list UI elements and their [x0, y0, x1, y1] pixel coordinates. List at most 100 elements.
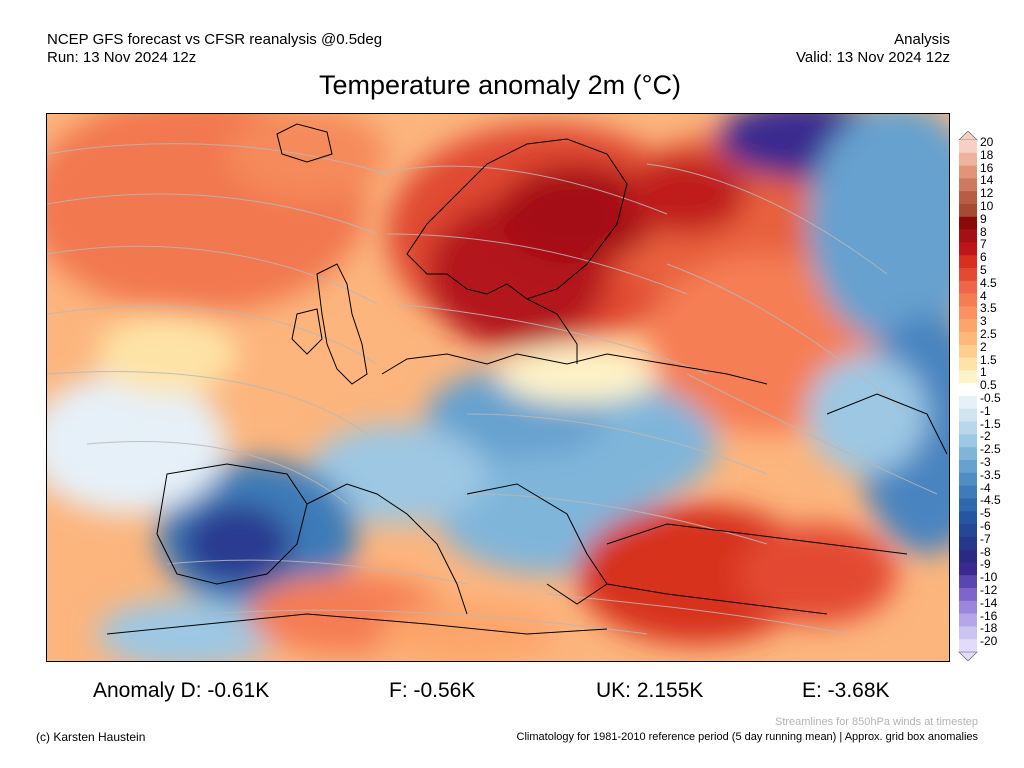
colorbar-label: -14	[980, 595, 998, 610]
colorbar-label: -20	[980, 634, 998, 649]
valid-time: Valid: 13 Nov 2024 12z	[796, 49, 950, 66]
colorbar-swatch	[959, 511, 977, 525]
colorbar-label: -1.5	[980, 416, 1001, 431]
colorbar	[958, 131, 978, 661]
colorbar-label: 6	[980, 250, 987, 265]
analysis-label: Analysis	[894, 31, 950, 48]
colorbar-label: -4	[980, 480, 991, 495]
colorbar-label: 10	[980, 199, 994, 213]
colorbar-label: -2.5	[980, 442, 1001, 457]
colorbar-label: -12	[980, 583, 998, 597]
colorbar-swatch	[959, 319, 977, 333]
anomaly-spain: E: -3.68K	[802, 679, 890, 702]
credit: (c) Karsten Haustein	[36, 730, 146, 744]
colorbar-swatch	[959, 332, 977, 346]
colorbar-swatch	[959, 204, 977, 218]
anomaly-germany: Anomaly D: -0.61K	[93, 679, 270, 702]
anomaly-uk: UK: 2.155K	[596, 679, 704, 702]
colorbar-swatch	[959, 472, 977, 486]
colorbar-swatch	[959, 178, 977, 192]
colorbar-swatch	[959, 613, 977, 627]
colorbar-label: -3.5	[980, 467, 1001, 482]
colorbar-swatch	[959, 357, 977, 371]
run-time: Run: 13 Nov 2024 12z	[47, 49, 197, 66]
colorbar-label: -9	[980, 557, 991, 572]
colorbar-swatch	[959, 370, 977, 384]
colorbar-label: 16	[980, 160, 994, 175]
colorbar-swatch	[959, 588, 977, 602]
colorbar-swatch	[959, 460, 977, 474]
colorbar-label: 2.5	[980, 327, 997, 341]
colorbar-label: -2	[980, 429, 991, 444]
colorbar-label: -0.5	[980, 391, 1001, 405]
colorbar-swatch	[959, 216, 977, 230]
colorbar-top-arrow	[958, 131, 978, 141]
header-left: NCEP GFS forecast vs CFSR reanalysis @0.…	[47, 31, 382, 67]
colorbar-swatch	[959, 600, 977, 614]
colorbar-swatch	[959, 447, 977, 461]
colorbar-swatch	[959, 280, 977, 294]
colorbar-swatch	[959, 549, 977, 563]
colorbar-label: 7	[980, 237, 987, 252]
colorbar-swatch	[959, 140, 977, 154]
colorbar-label: -7	[980, 531, 991, 546]
streamlines	[47, 143, 938, 635]
colorbar-label: 8	[980, 224, 987, 239]
anomaly-france: F: -0.56K	[389, 679, 476, 702]
header-right: Analysis Valid: 13 Nov 2024 12z	[796, 31, 950, 67]
climatology-note: Climatology for 1981-2010 reference peri…	[516, 731, 978, 743]
anomaly-map	[46, 113, 950, 662]
colorbar-label: 3	[980, 314, 987, 329]
colorbar-labels: 20 18 16 14 12 10 9 8 7 6 5 4.5 4 3.5 3 2.5 2 1.5 1 0.5 -0.5…	[980, 131, 1024, 651]
colorbar-swatch	[959, 191, 977, 205]
map-title: Temperature anomaly 2m (°C)	[319, 70, 681, 100]
colorbar-swatch	[959, 524, 977, 538]
colorbar-label: 4	[980, 288, 987, 303]
colorbar-label: -1	[980, 403, 991, 418]
colorbar-label: 18	[980, 147, 994, 162]
colorbar-bottom-arrow	[958, 651, 978, 661]
colorbar-label: 4.5	[980, 275, 997, 290]
colorbar-label: 0.5	[980, 378, 997, 393]
colorbar-swatch	[959, 165, 977, 179]
colorbar-label: -3	[980, 455, 991, 469]
colorbar-swatch	[959, 421, 977, 435]
colorbar-label: -18	[980, 621, 998, 636]
colorbar-label: -16	[980, 608, 998, 623]
colorbar-swatch	[959, 498, 977, 512]
colorbar-label: -8	[980, 544, 991, 559]
colorbar-swatch	[959, 562, 977, 576]
model-description: NCEP GFS forecast vs CFSR reanalysis @0.…	[47, 31, 383, 48]
colorbar-label: 1.5	[980, 352, 997, 367]
colorbar-swatch	[959, 575, 977, 589]
colorbar-swatch	[959, 152, 977, 166]
colorbar-label: 20	[980, 135, 994, 149]
colorbar-label: 1	[980, 365, 987, 380]
colorbar-swatch	[959, 434, 977, 448]
colorbar-swatch	[959, 229, 977, 243]
coastlines	[106, 123, 948, 635]
colorbar-swatch	[959, 408, 977, 422]
colorbar-label: 5	[980, 263, 987, 277]
colorbar-swatch	[959, 383, 977, 397]
colorbar-swatch	[959, 396, 977, 410]
colorbar-swatch	[959, 242, 977, 256]
colorbar-swatch	[959, 344, 977, 358]
colorbar-label: 12	[980, 186, 994, 201]
anomaly-map-svg	[47, 114, 949, 661]
colorbar-swatch	[959, 268, 977, 282]
colorbar-swatch	[959, 306, 977, 320]
colorbar-label: 2	[980, 339, 987, 354]
colorbar-label: 3.5	[980, 301, 997, 316]
colorbar-swatch	[959, 485, 977, 499]
colorbar-label: -6	[980, 519, 991, 533]
colorbar-swatch	[959, 536, 977, 550]
colorbar-swatch	[959, 293, 977, 307]
anomaly-field	[47, 114, 949, 661]
colorbar-label: -5	[980, 506, 991, 521]
colorbar-label: 9	[980, 211, 987, 226]
colorbar-swatch	[959, 639, 977, 653]
colorbar-label: -4.5	[980, 493, 1001, 508]
colorbar-label: 14	[980, 173, 994, 188]
colorbar-swatch	[959, 255, 977, 269]
